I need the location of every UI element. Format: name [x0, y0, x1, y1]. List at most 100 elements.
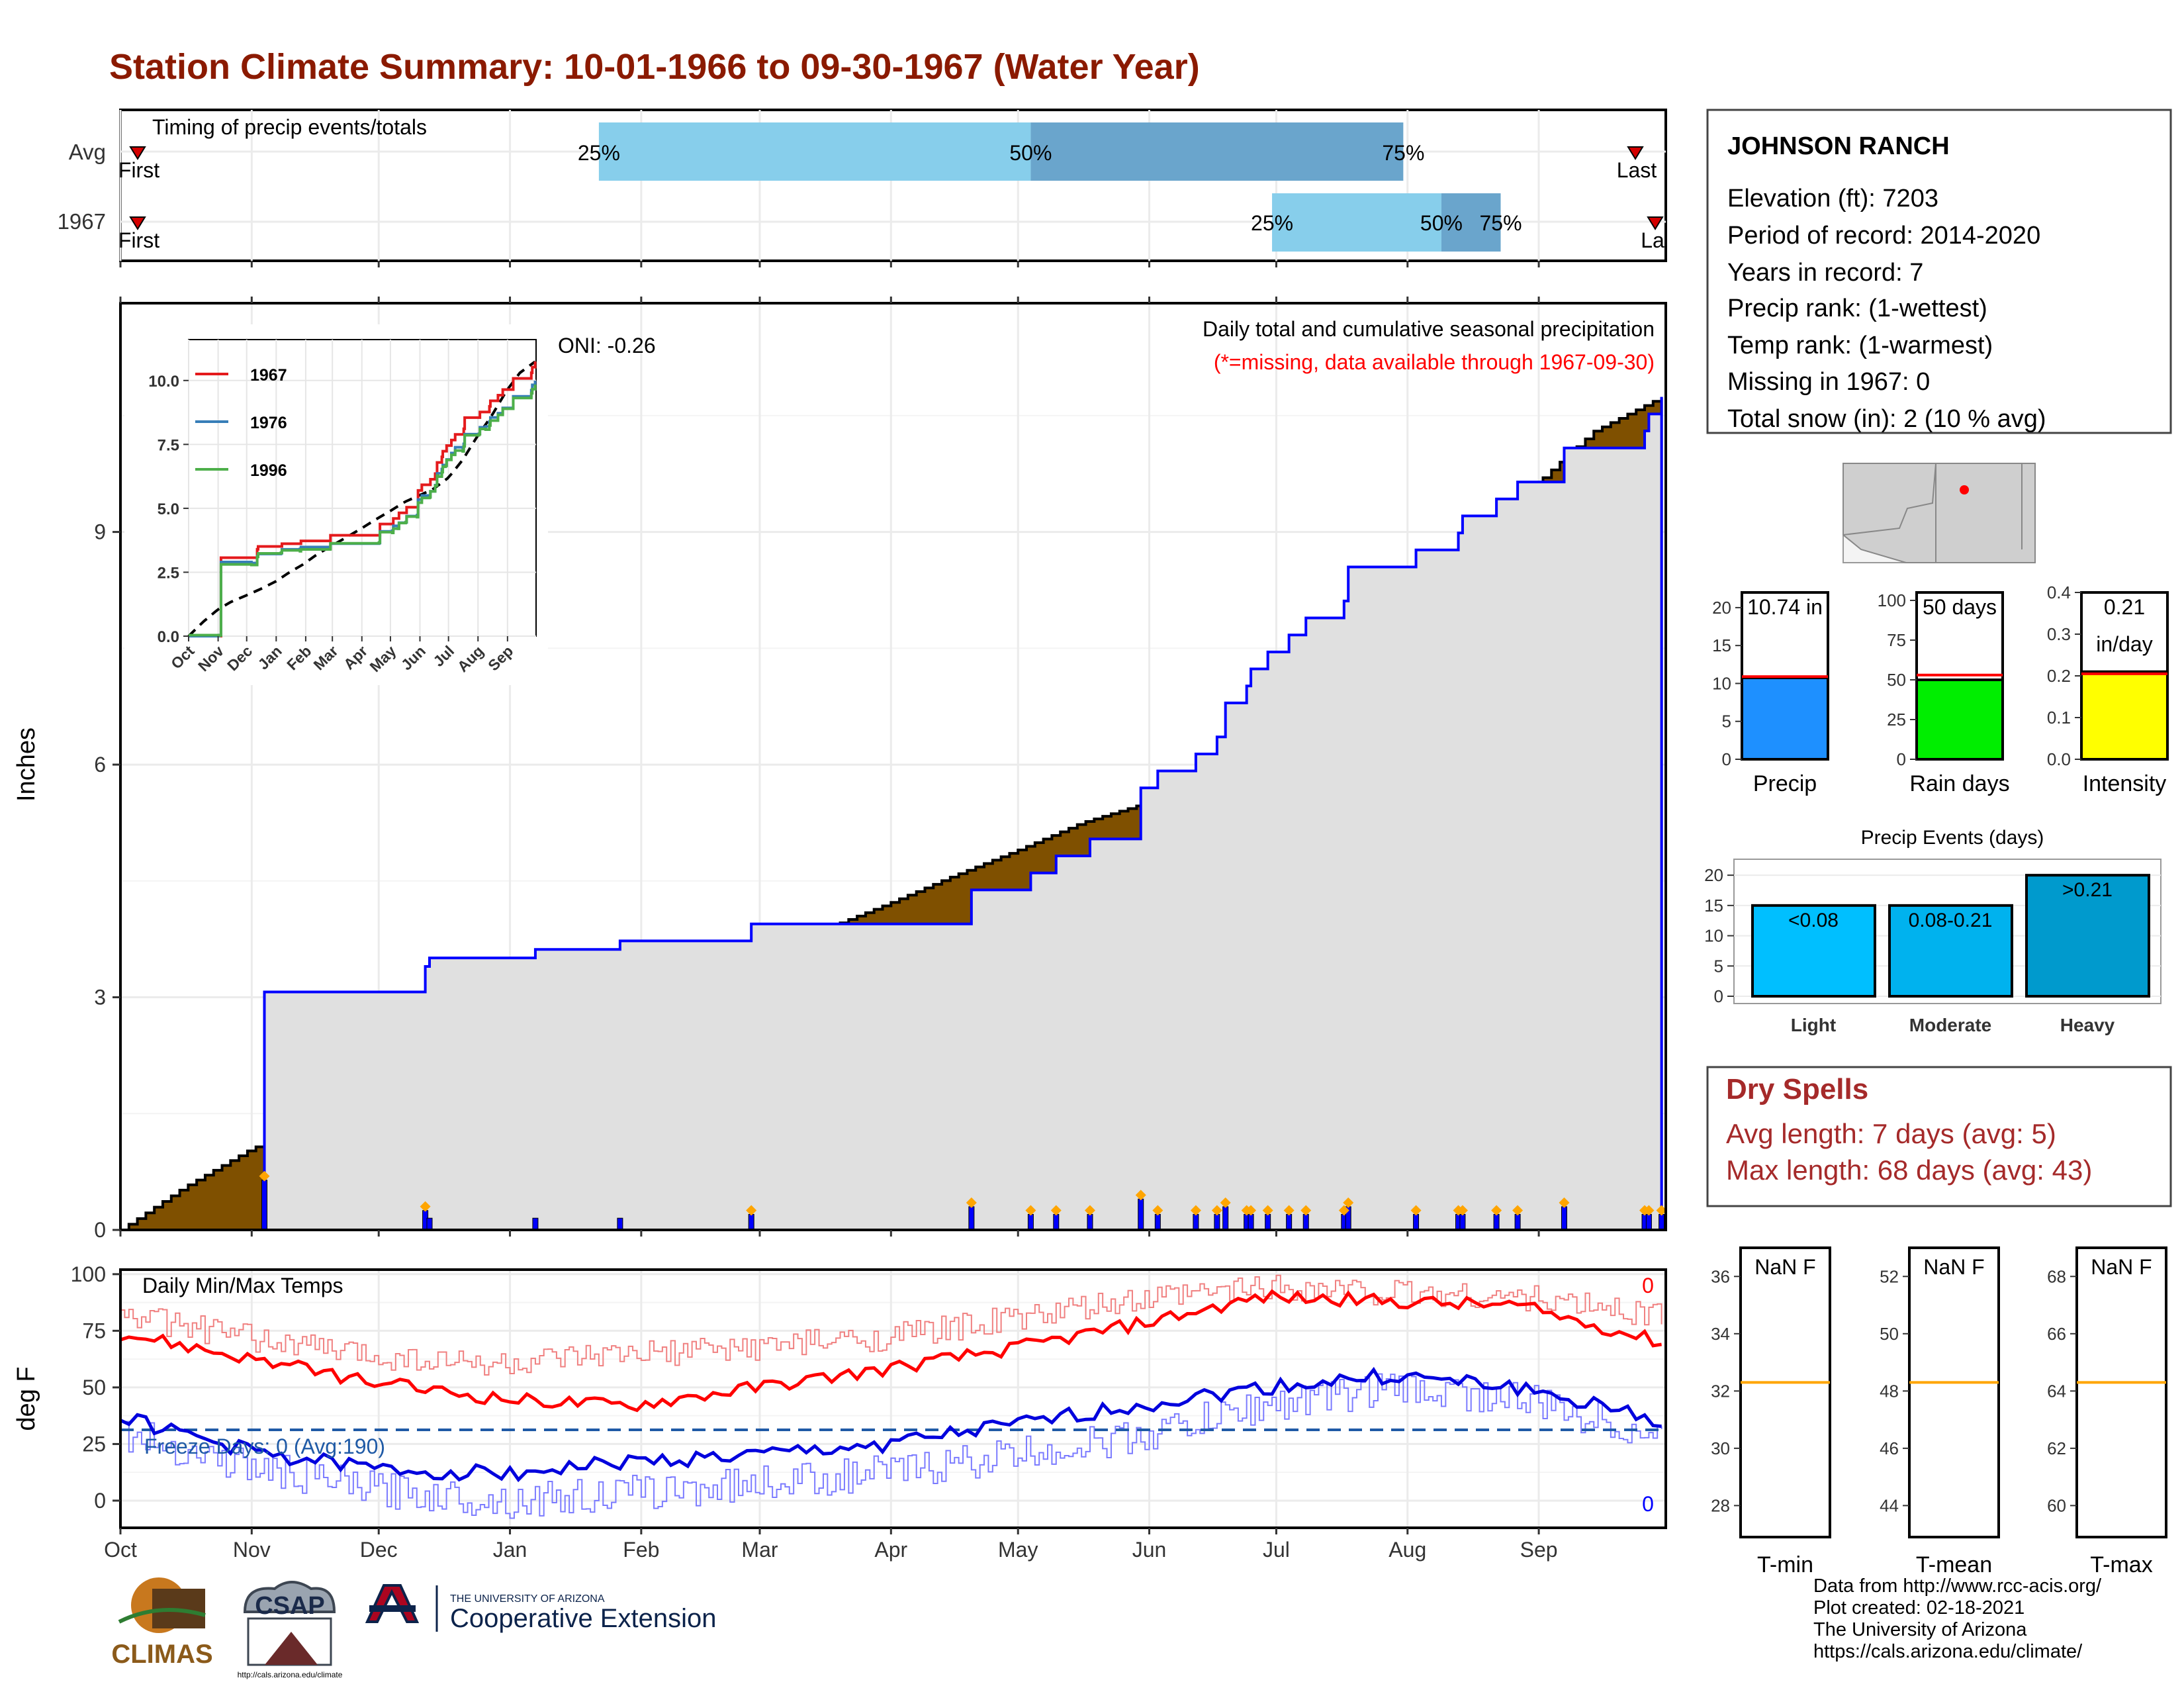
precip-panel: 0 3 6 9 Inches Daily total and cumulative s… [13, 297, 1667, 1242]
temp-y-tick-label: 75 [82, 1319, 106, 1342]
temp-y-ticks: 0 25 50 75 100 [71, 1262, 120, 1513]
summary-y-tick-label: 0.2 [2047, 666, 2071, 686]
station-frame [1706, 109, 2172, 434]
legend-1967: 1967 [250, 366, 287, 385]
temp-box-frame [1908, 1246, 2000, 1538]
map-border-ca [1843, 463, 1936, 536]
daily-precip-bar [1265, 1213, 1271, 1231]
temp-box-label: T-min [1757, 1552, 1813, 1577]
month-tick-label: May [998, 1538, 1038, 1562]
avg-min-temp-line [120, 1373, 1662, 1519]
precip-y-tick-label: 0 [94, 1218, 106, 1242]
climas-swoosh [118, 1608, 206, 1624]
station-years: Years in record: 7 [1727, 259, 1923, 287]
event-marker [1283, 1205, 1295, 1216]
footer-notes: Data from http://www.rcc-acis.org/ Plot … [1813, 1575, 2101, 1663]
timing-panel: Timing of precip events/totals Avg 1967 … [58, 109, 1667, 267]
temp-box-tick-label: 66 [2047, 1324, 2066, 1344]
precip-events-title: Precip Events (days) [1861, 827, 2044, 849]
summary-bar-value: 10.74 in [1747, 595, 1823, 619]
daily-precip-bar [1413, 1213, 1420, 1231]
avg-last-label: Last [1617, 158, 1657, 182]
month-tick-label: Oct [104, 1538, 137, 1562]
logos: CLIMAS CSAP http://cals.arizona.edu/clim… [106, 1575, 741, 1681]
event-marker [746, 1205, 757, 1216]
event-marker [1135, 1190, 1146, 1201]
ua-small-text: THE UNIVERSITY OF ARIZONA [450, 1593, 605, 1605]
event-marker [1190, 1205, 1201, 1216]
temp-box-tick-label: 48 [1880, 1381, 1899, 1401]
daily-precip-bar [1493, 1213, 1500, 1231]
month-tick-label: Jun [1132, 1538, 1167, 1562]
csap-text: CSAP [255, 1592, 325, 1620]
daily-precip-bar [1459, 1213, 1466, 1231]
daily-precip-bar [1302, 1213, 1309, 1231]
events-bar-range: <0.08 [1788, 910, 1839, 931]
summary-y-tick-label: 75 [1887, 630, 1906, 650]
summary-y-tick-label: 20 [1712, 598, 1731, 618]
month-tick-label: Sep [1520, 1538, 1558, 1562]
temp-y-tick-label: 25 [82, 1432, 106, 1456]
summary-y-tick-label: 25 [1887, 710, 1906, 729]
summary-y-tick-label: 0.1 [2047, 708, 2071, 727]
year-p75-label: 75% [1479, 211, 1522, 235]
temp-box-tick-label: 34 [1711, 1324, 1730, 1344]
oni-label: ONI: -0.26 [558, 334, 656, 357]
daily-precip-bar [1027, 1213, 1034, 1231]
daily-precip-bar [1214, 1213, 1220, 1231]
inset-legend: 1967 1976 1996 [195, 366, 287, 480]
temp-plot-bg [120, 1270, 1666, 1528]
temp-box-tick-label: 30 [1711, 1438, 1730, 1458]
inset-series-1967 [189, 361, 537, 637]
legend-1976: 1976 [250, 414, 287, 432]
avg-first-label: First [118, 158, 159, 182]
temperature-panel: 0 25 50 75 100 Oct Nov Dec Jan Feb Mar Apr May Jun Ju… [13, 1262, 1667, 1562]
station-temp-rank: Temp rank: (1-warmest) [1727, 332, 1993, 359]
page-title: Station Climate Summary: 10-01-1966 to 0… [109, 47, 1200, 87]
footer-line-1: Data from http://www.rcc-acis.org/ [1813, 1575, 2102, 1597]
legend-1996: 1996 [250, 461, 287, 480]
year-last-label: La [1641, 228, 1664, 252]
event-marker [1300, 1205, 1312, 1216]
temp-box-value: NaN F [2091, 1255, 2152, 1279]
station-missing: Missing in 1967: 0 [1727, 368, 1930, 396]
precip-y-tick-label: 3 [94, 986, 106, 1009]
event-marker [1491, 1205, 1502, 1216]
event-marker [1025, 1205, 1036, 1216]
inset-chart: 1967 1976 1996 0.02.55.07.510.0OctNovDec… [124, 324, 548, 685]
footer-line-2: Plot created: 02-18-2021 [1813, 1597, 2025, 1618]
summary-y-tick-label: 0 [1722, 749, 1731, 769]
events-bar-label: Moderate [1909, 1015, 1991, 1035]
ua-big-text: Cooperative Extension [450, 1604, 716, 1633]
temp-box-tick-label: 62 [2047, 1438, 2066, 1458]
dry-spells-frame [1706, 1066, 2172, 1207]
summary-y-tick-label: 0.4 [2047, 583, 2071, 602]
temp-box-label: T-mean [1916, 1552, 1992, 1577]
summary-bar-intensity: 0.0 0.1 0.2 0.3 0.4 0.21 in/day Intensity [2047, 583, 2169, 796]
month-tick-label: Jul [1263, 1538, 1290, 1562]
event-marker [1262, 1205, 1273, 1216]
timing-row-avg: Avg [69, 140, 106, 164]
inset-series-1996 [189, 384, 537, 637]
dry-spells-max: Max length: 68 days (avg: 43) [1726, 1154, 2092, 1186]
month-tick-label: Nov [233, 1538, 271, 1562]
year-last-marker [1647, 216, 1664, 230]
event-marker [1512, 1205, 1524, 1216]
precip-y-ticks: 0 3 6 9 [94, 297, 1540, 1242]
temp-box-value: NaN F [1923, 1255, 1984, 1279]
csap-logo: CSAP http://cals.arizona.edu/climate [238, 1581, 343, 1679]
precip-events-panel: Precip Events (days) 05101520<0.08Light0… [1704, 827, 2161, 1035]
events-y-tick-label: 5 [1714, 956, 1723, 976]
daily-precip-bar [968, 1206, 975, 1231]
timing-row-year: 1967 [58, 209, 106, 234]
precip-events-bars: 0 5 10 15 20 <0.08 Light 0.08-0.21 Moderate >0.21… [1704, 865, 2161, 1035]
temp-box-tick-label: 52 [1880, 1266, 1899, 1286]
station-period: Period of record: 2014-2020 [1727, 222, 2040, 250]
year-first-marker [129, 216, 146, 230]
daily-precip-bar [1154, 1213, 1161, 1231]
summary-bar-value-unit: in/day [2096, 632, 2152, 656]
daily-precip-bar [1514, 1213, 1521, 1231]
summary-y-tick-label: 10 [1712, 673, 1731, 693]
summary-bar-label: Precip [1753, 771, 1817, 796]
